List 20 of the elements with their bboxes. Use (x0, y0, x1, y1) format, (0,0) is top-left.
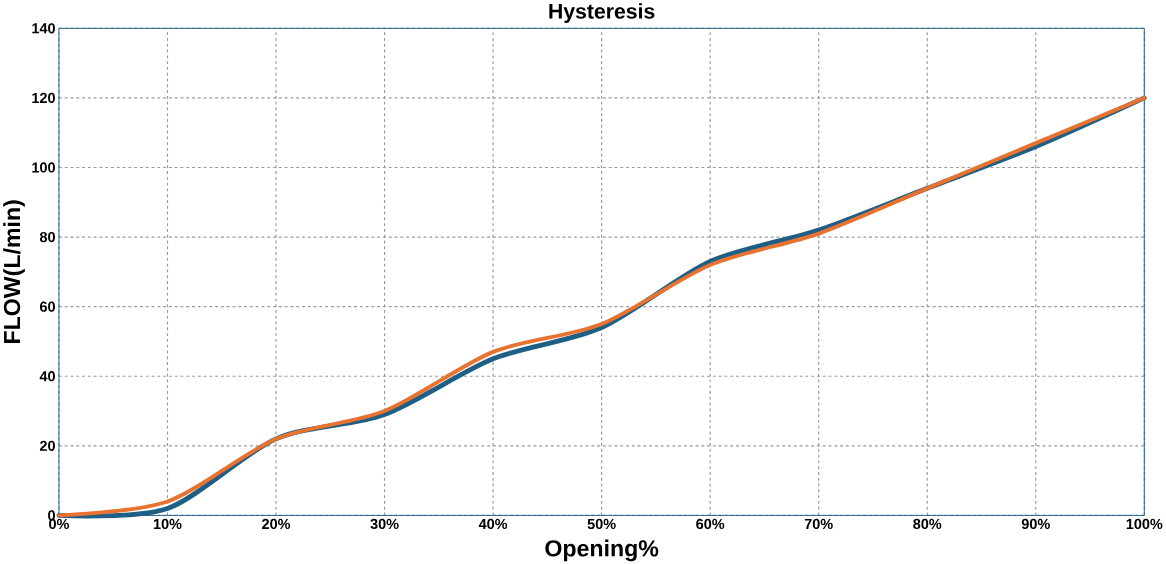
x-axis-title: Opening% (545, 539, 659, 562)
x-tick-label: 60% (696, 518, 725, 529)
x-tick-label: 20% (262, 518, 291, 529)
x-tick-label: 100% (1126, 518, 1163, 529)
y-tick-label: 20 (39, 440, 55, 451)
y-tick-label: 80 (39, 231, 55, 242)
x-tick-label: 50% (587, 518, 616, 529)
x-tick-label: 70% (804, 518, 833, 529)
x-tick-label: 80% (913, 518, 942, 529)
y-tick-label: 100 (32, 162, 55, 173)
y-axis-title: FLOW(L/min) (3, 200, 25, 343)
y-tick-label: 140 (32, 22, 55, 34)
y-tick-label: 40 (39, 370, 55, 382)
x-tick-label: 10% (153, 518, 182, 529)
y-tick-label: 120 (32, 92, 55, 103)
y-tick-label: 60 (39, 301, 55, 312)
chart-title: Hysteresis (549, 2, 655, 23)
x-tick-label: 40% (478, 518, 508, 529)
x-tick-label: 90% (1021, 518, 1050, 529)
x-tick-label: 30% (370, 518, 399, 529)
